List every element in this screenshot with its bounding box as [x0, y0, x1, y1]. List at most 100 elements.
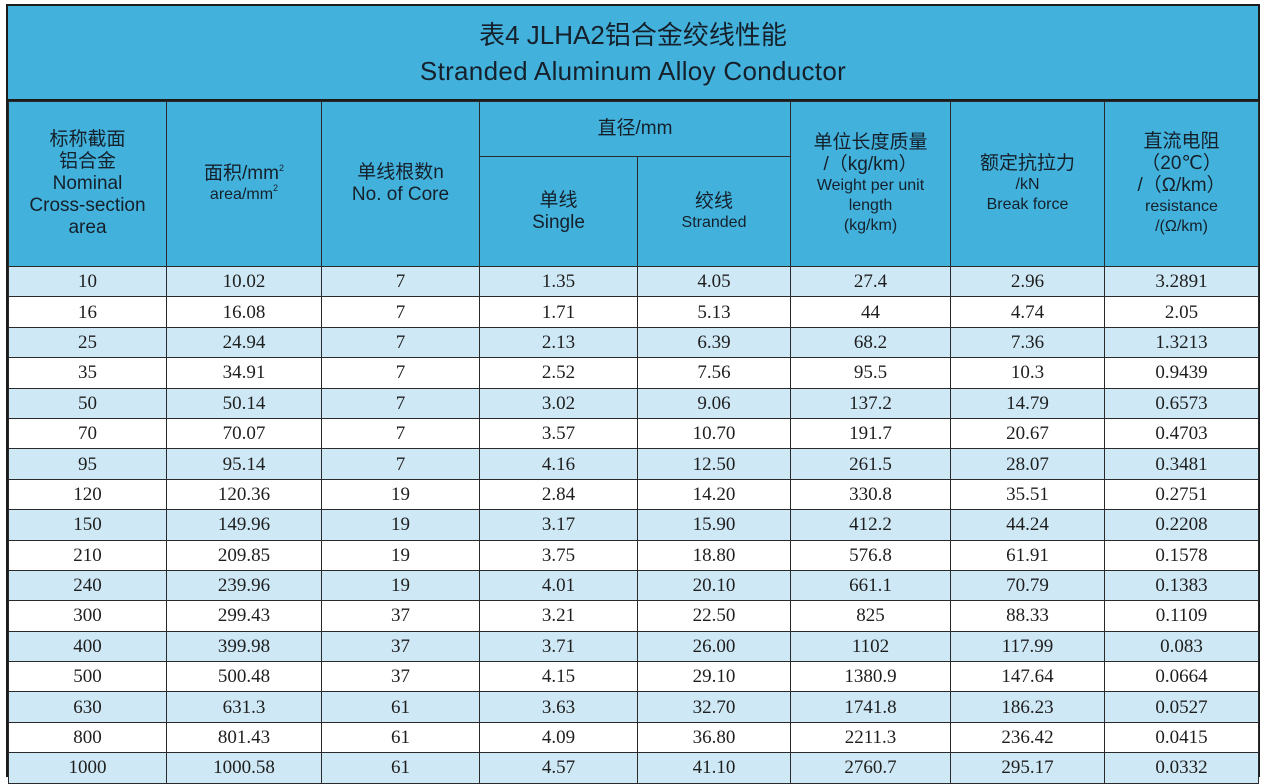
cell-weight: 95.5 — [790, 357, 951, 389]
table-title-cn: 表4 JLHA2铝合金绞线性能 — [479, 20, 787, 50]
cell-single: 3.75 — [479, 539, 638, 571]
cell-weight: 330.8 — [790, 478, 951, 511]
table-title-bar: 表4 JLHA2铝合金绞线性能 Stranded Aluminum Alloy … — [8, 6, 1258, 101]
cell-single: 3.02 — [479, 387, 638, 419]
table-row: 300 299.43 37 3.21 22.50 825 88.33 0.1109 — [8, 600, 1259, 632]
cell-weight: 137.2 — [790, 387, 951, 419]
header-single-cn: 单线 — [539, 189, 578, 211]
cell-force: 295.17 — [950, 752, 1105, 784]
cell-stranded: 10.70 — [637, 417, 791, 450]
table-row: 400 399.98 37 3.71 26.00 1102 117.99 0.083 — [8, 630, 1259, 663]
cell-force: 44.24 — [950, 509, 1105, 541]
cell-force: 186.23 — [950, 691, 1105, 723]
cell-cores: 7 — [321, 265, 480, 298]
cell-stranded: 26.00 — [637, 630, 791, 663]
table-row: 25 24.94 7 2.13 6.39 68.2 7.36 1.3213 — [8, 326, 1259, 359]
header-area-cn: 面积/mm — [204, 163, 279, 184]
header-resistance-en: resistance — [1145, 198, 1218, 215]
header-nominal-en3: area — [68, 217, 107, 238]
cell-area: 70.07 — [166, 417, 322, 450]
table-row: 50 50.14 7 3.02 9.06 137.2 14.79 0.6573 — [8, 387, 1259, 419]
cell-force: 10.3 — [950, 357, 1105, 389]
header-weight-en1: Weight per unit — [816, 177, 925, 194]
cell-area: 500.48 — [166, 661, 322, 693]
cell-weight: 2211.3 — [790, 721, 951, 754]
cell-area: 209.85 — [166, 539, 322, 571]
cell-cores: 61 — [321, 721, 480, 754]
cell-nominal: 50 — [8, 387, 167, 419]
table-row: 120 120.36 19 2.84 14.20 330.8 35.51 0.2751 — [8, 478, 1259, 511]
cell-area: 10.02 — [166, 265, 322, 298]
cell-single: 3.71 — [479, 630, 638, 663]
cell-stranded: 20.10 — [637, 569, 791, 602]
header-force-unit: /kN — [1015, 176, 1040, 193]
cell-cores: 37 — [321, 630, 480, 663]
cell-stranded: 18.80 — [637, 539, 791, 571]
header-diameter: 直径/mm — [479, 101, 791, 157]
cell-nominal: 10 — [8, 265, 167, 298]
header-resistance-unit: /（Ω/km） — [1137, 175, 1226, 196]
table-row: 95 95.14 7 4.16 12.50 261.5 28.07 0.3481 — [8, 448, 1259, 480]
header-force-cn: 额定抗拉力 — [979, 153, 1075, 174]
header-weight-en2: length — [848, 197, 893, 214]
cell-weight: 1380.9 — [790, 661, 951, 693]
cell-weight: 2760.7 — [790, 752, 951, 784]
header-nominal-en1: Nominal — [52, 173, 123, 194]
cell-resistance: 0.6573 — [1104, 387, 1259, 419]
cell-resistance: 0.1109 — [1104, 600, 1259, 632]
cell-area: 239.96 — [166, 569, 322, 602]
cell-cores: 19 — [321, 509, 480, 541]
header-break-force: 额定抗拉力 /kN Break force — [950, 101, 1105, 267]
cell-weight: 825 — [790, 600, 951, 632]
cell-area: 299.43 — [166, 600, 322, 632]
cell-single: 4.16 — [479, 448, 638, 480]
cell-single: 1.71 — [479, 296, 638, 328]
cell-force: 61.91 — [950, 539, 1105, 571]
cell-single: 4.01 — [479, 569, 638, 602]
cell-stranded: 36.80 — [637, 721, 791, 754]
cell-cores: 19 — [321, 539, 480, 571]
cell-weight: 1741.8 — [790, 691, 951, 723]
cell-weight: 661.1 — [790, 569, 951, 602]
cell-stranded: 5.13 — [637, 296, 791, 328]
cell-resistance: 0.083 — [1104, 630, 1259, 663]
table-row: 1000 1000.58 61 4.57 41.10 2760.7 295.17 0.0332 — [8, 752, 1259, 784]
cell-weight: 191.7 — [790, 417, 951, 450]
cell-cores: 37 — [321, 600, 480, 632]
header-stranded-cn: 绞线 — [694, 190, 733, 212]
cell-cores: 61 — [321, 752, 480, 784]
cell-force: 14.79 — [950, 387, 1105, 419]
cell-stranded: 9.06 — [637, 387, 791, 419]
cell-stranded: 7.56 — [637, 357, 791, 389]
cell-cores: 61 — [321, 691, 480, 723]
cell-weight: 68.2 — [790, 326, 951, 359]
cell-stranded: 14.20 — [637, 478, 791, 511]
cell-stranded: 22.50 — [637, 600, 791, 632]
cell-area: 149.96 — [166, 509, 322, 541]
cell-resistance: 0.3481 — [1104, 448, 1259, 480]
cell-nominal: 95 — [8, 448, 167, 480]
cell-area: 399.98 — [166, 630, 322, 663]
cell-weight: 27.4 — [790, 265, 951, 298]
table-title-en: Stranded Aluminum Alloy Conductor — [419, 56, 847, 86]
cell-area: 50.14 — [166, 387, 322, 419]
cell-force: 117.99 — [950, 630, 1105, 663]
cell-stranded: 6.39 — [637, 326, 791, 359]
cell-stranded: 12.50 — [637, 448, 791, 480]
header-single-en: Single — [532, 211, 585, 233]
header-weight-unit: /（kg/km） — [823, 154, 918, 175]
cell-resistance: 1.3213 — [1104, 326, 1259, 359]
table-row: 210 209.85 19 3.75 18.80 576.8 61.91 0.1578 — [8, 539, 1259, 571]
header-force-en: Break force — [986, 196, 1069, 213]
header-cores-cn: 单线根数n — [357, 162, 444, 183]
header-stranded: 绞线 Stranded — [637, 156, 791, 267]
cell-resistance: 0.0415 — [1104, 721, 1259, 754]
cell-nominal: 210 — [8, 539, 167, 571]
cell-nominal: 400 — [8, 630, 167, 663]
header-area-cn-line: 面积/mm2 — [168, 163, 321, 185]
cell-area: 1000.58 — [166, 752, 322, 784]
cell-resistance: 0.1383 — [1104, 569, 1259, 602]
table-row: 630 631.3 61 3.63 32.70 1741.8 186.23 0.0527 — [8, 691, 1259, 723]
header-area-en-line: area/mm2 — [168, 184, 321, 205]
cell-area: 631.3 — [166, 691, 322, 723]
